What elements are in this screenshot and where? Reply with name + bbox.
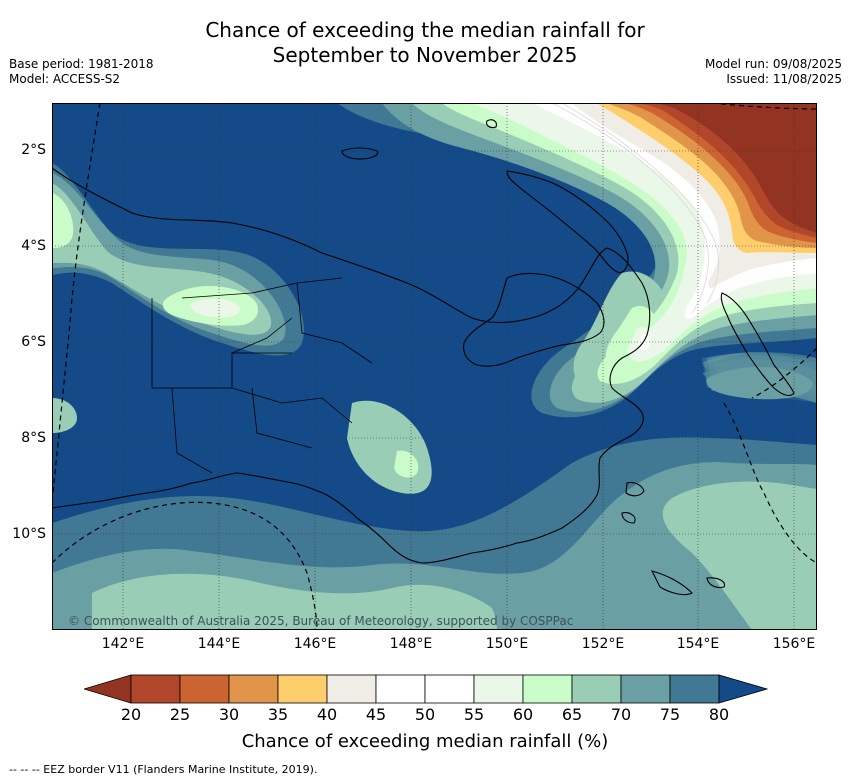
lat-label-10s: 10°S (12, 526, 46, 542)
colorbar-swatch (326, 674, 377, 704)
contour-70-75-east-oval (706, 366, 813, 400)
colorbar (84, 674, 768, 704)
colorbar-swatch (669, 674, 720, 704)
contour-65-70-south (662, 481, 817, 630)
colorbar-tick-label: 75 (659, 705, 681, 724)
rainfall-map-svg (52, 103, 817, 630)
contour-below-20-north (652, 103, 817, 233)
contour-70-75-ne (712, 355, 817, 373)
colorbar-tick-label: 70 (610, 705, 632, 724)
colorbar-swatch (228, 674, 279, 704)
woodlark-island (706, 577, 726, 589)
province-boundaries (151, 277, 373, 474)
issued-date: Issued: 11/08/2025 (726, 72, 842, 86)
lat-label-2s: 2°S (21, 142, 46, 158)
colorbar-extend-low (84, 674, 132, 704)
colorbar-swatch (375, 674, 426, 704)
contour-65-70-left-edge (52, 398, 77, 433)
map-title: Chance of exceeding the median rainfall … (0, 18, 850, 68)
meta-right: Model run: 09/08/2025 Issued: 11/08/2025 (705, 57, 842, 87)
model-name: Model: ACCESS-S2 (9, 72, 121, 86)
colorbar-tick-label: 20 (120, 705, 142, 724)
lon-label-148e: 148°E (389, 636, 433, 652)
colorbar-tick-label: 25 (169, 705, 191, 724)
map-frame (52, 103, 817, 630)
contour-60-65-east (757, 524, 817, 568)
lon-label-150e: 150°E (485, 636, 529, 652)
base-period: Base period: 1981-2018 (9, 57, 154, 71)
fergusson-island (625, 481, 645, 497)
png-mainland-coast (52, 167, 651, 564)
colorbar-swatch (522, 674, 573, 704)
contour-60-65-png-south (394, 450, 419, 478)
lon-label-156e: 156°E (772, 636, 816, 652)
colorbar-tick-label: 35 (267, 705, 289, 724)
contour-55-60-highlands (190, 298, 241, 318)
contour-60-65-west (52, 193, 74, 248)
lat-label-8s: 8°S (21, 430, 46, 446)
colorbar-swatch (571, 674, 622, 704)
title-line-2: September to November 2025 (272, 43, 578, 67)
lon-label-152e: 152°E (581, 636, 625, 652)
contour-65-70-southwest (92, 573, 497, 630)
colorbar-tick-label: 60 (512, 705, 534, 724)
colorbar-swatch (130, 674, 181, 704)
bougainville-coast (720, 292, 795, 397)
colorbar-tick-label: 50 (414, 705, 436, 724)
lon-label-142e: 142°E (101, 636, 145, 652)
lon-label-146e: 146°E (293, 636, 337, 652)
colorbar-tick-label: 55 (463, 705, 485, 724)
colorbar-tick-label: 80 (708, 705, 730, 724)
graticule (52, 103, 817, 630)
copyright-notice: © Commonwealth of Australia 2025, Bureau… (68, 614, 574, 628)
colorbar-tick-label: 45 (365, 705, 387, 724)
colorbar-extend-high (718, 674, 768, 704)
coastlines (52, 119, 795, 596)
model-run: Model run: 09/08/2025 (704, 57, 842, 71)
title-line-1: Chance of exceeding the median rainfall … (205, 18, 645, 42)
lat-label-4s: 4°S (21, 238, 46, 254)
colorbar-swatch (179, 674, 230, 704)
colorbar-swatch (277, 674, 328, 704)
eez-footnote: -- -- -- EEZ border V11 (Flanders Marine… (9, 763, 318, 776)
map-area: © Commonwealth of Australia 2025, Bureau… (52, 103, 817, 630)
colorbar-swatch (473, 674, 524, 704)
trobriand-island (621, 512, 636, 524)
north-island-1 (486, 119, 497, 129)
new-britain-coast (463, 272, 605, 367)
louisiade-coast (650, 570, 693, 596)
contour-lines (551, 103, 719, 314)
colorbar-swatch (424, 674, 475, 704)
colorbar-label: Chance of exceeding median rainfall (%) (241, 731, 609, 752)
meta-left: Base period: 1981-2018 Model: ACCESS-S2 (9, 57, 154, 87)
lat-label-6s: 6°S (21, 334, 46, 350)
eez-borders (52, 103, 817, 630)
contour-45-55-madang (637, 334, 650, 351)
lon-label-144e: 144°E (197, 636, 241, 652)
manus-coast (341, 147, 379, 160)
colorbar-tick-label: 30 (218, 705, 240, 724)
colorbar-tick-label: 40 (316, 705, 338, 724)
colorbar-swatch (620, 674, 671, 704)
colorbar-tick-label: 65 (561, 705, 583, 724)
lon-label-154e: 154°E (676, 636, 720, 652)
new-ireland-coast (506, 170, 629, 274)
